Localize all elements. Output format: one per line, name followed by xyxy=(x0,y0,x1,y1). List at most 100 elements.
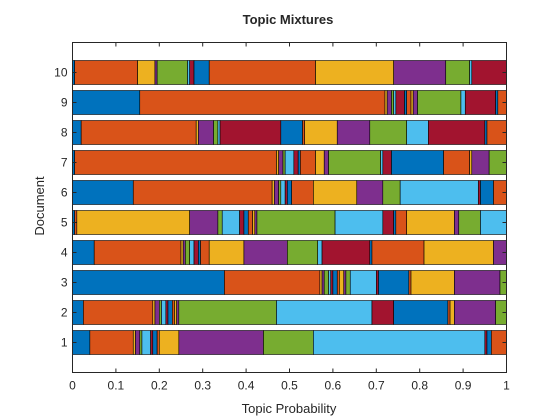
bar-segment-doc3-7 xyxy=(330,270,334,295)
bar-segment-doc4-7 xyxy=(193,240,199,265)
bar-segment-doc4-10 xyxy=(208,240,245,265)
bar-segment-doc6-2 xyxy=(132,180,273,205)
bar-segment-doc6-7 xyxy=(284,180,288,205)
bar-segment-doc2-4 xyxy=(154,300,160,325)
bar-segment-doc5-15 xyxy=(393,210,397,235)
bar-segment-doc10-12 xyxy=(445,60,470,85)
bar-segment-doc8-2 xyxy=(80,120,197,145)
y-tick-label: 3 xyxy=(61,276,68,290)
bar-segment-doc10-10 xyxy=(315,60,394,85)
bar-segment-doc5-11 xyxy=(254,210,258,235)
bar-segment-doc1-7 xyxy=(150,330,154,355)
bar-segment-doc2-15 xyxy=(393,300,449,325)
bar-segment-doc1-13 xyxy=(313,330,486,355)
bar-segment-doc5-6 xyxy=(221,210,240,235)
bar-segment-doc10-8 xyxy=(193,60,210,85)
bar-segment-doc10-9 xyxy=(208,60,316,85)
y-tick-label: 5 xyxy=(61,216,68,230)
bar-segment-doc6-8 xyxy=(287,180,292,205)
bar-segment-doc5-4 xyxy=(189,210,219,235)
bar-segment-doc8-11 xyxy=(336,120,371,145)
bar-segment-doc5-12 xyxy=(256,210,336,235)
y-axis-ticks: 1 2 3 4 5 6 7 8 9 10 xyxy=(54,66,507,350)
bar-segment-doc5-3 xyxy=(76,210,190,235)
bar-segment-doc2-12 xyxy=(178,300,277,325)
bar-segment-doc1-2 xyxy=(89,330,134,355)
bar-segment-doc4-14 xyxy=(321,240,371,265)
bar-segment-doc5-16 xyxy=(395,210,407,235)
bar-segment-doc8-15 xyxy=(484,120,488,145)
bar-segment-doc9-7 xyxy=(395,90,405,115)
bar-segment-doc2-11 xyxy=(176,300,180,325)
bar-segment-doc7-3 xyxy=(276,150,279,175)
bar-segment-doc10-5 xyxy=(156,60,188,85)
bar-segment-doc2-5 xyxy=(159,300,162,325)
bar-segment-doc6-3 xyxy=(271,180,275,205)
bar-segment-doc2-10 xyxy=(174,300,177,325)
bar-segment-doc7-11 xyxy=(323,150,329,175)
bar-segment-doc6-4 xyxy=(274,180,279,205)
x-axis-ticks: 0 0.1 0.2 0.3 0.4 0.5 0.6 0.7 0.8 0.9 1 xyxy=(69,42,510,393)
bar-segment-doc6-13 xyxy=(399,180,479,205)
y-tick-label: 10 xyxy=(54,66,68,80)
bar-segment-doc6-11 xyxy=(356,180,384,205)
bar-segment-doc9-12 xyxy=(417,90,462,115)
bar-segment-doc8-13 xyxy=(406,120,429,145)
bar-segment-doc8-4 xyxy=(198,120,214,145)
bar-segment-doc2-2 xyxy=(83,300,154,325)
bar-segment-doc3-12 xyxy=(345,270,351,295)
bar-segment-doc3-13 xyxy=(349,270,377,295)
bar-segment-doc5-20 xyxy=(480,210,507,235)
bar-segment-doc3-18 xyxy=(454,270,501,295)
x-tick-label: 0.7 xyxy=(368,379,385,393)
bar-segment-doc3-1 xyxy=(72,270,225,295)
bar-segment-doc6-1 xyxy=(72,180,134,205)
y-axis-label: Document xyxy=(32,176,47,236)
bar-segment-doc9-9 xyxy=(406,90,412,115)
bar-segment-doc9-2 xyxy=(139,90,386,115)
bar-segment-doc9-4 xyxy=(386,90,392,115)
bar-segment-doc8-6 xyxy=(217,120,221,145)
bar-segment-doc10-4 xyxy=(154,60,158,85)
bar-segment-doc2-14 xyxy=(371,300,394,325)
x-axis-label: Topic Probability xyxy=(242,401,337,416)
bar-segment-doc10-7 xyxy=(189,60,195,85)
y-tick-label: 6 xyxy=(61,186,68,200)
x-tick-label: 0.1 xyxy=(108,379,125,393)
bar-segment-doc10-11 xyxy=(393,60,447,85)
bar-segment-doc5-17 xyxy=(406,210,455,235)
bar-segment-doc5-5 xyxy=(217,210,223,235)
bar-segment-doc3-15 xyxy=(378,270,410,295)
bar-segment-doc1-11 xyxy=(178,330,264,355)
bar-segment-doc1-4 xyxy=(135,330,141,355)
bar-segment-doc10-3 xyxy=(137,60,156,85)
bar-segment-doc9-14 xyxy=(464,90,496,115)
bar-segment-doc8-7 xyxy=(219,120,282,145)
bar-segment-doc1-9 xyxy=(156,330,160,355)
bar-segment-doc4-11 xyxy=(243,240,288,265)
bar-segment-doc4-15 xyxy=(369,240,373,265)
bar-segment-doc1-3 xyxy=(132,330,136,355)
bar-segment-doc9-5 xyxy=(391,90,394,115)
bar-segment-doc7-10 xyxy=(315,150,325,175)
y-tick-label: 4 xyxy=(61,246,68,260)
bar-segment-doc9-15 xyxy=(495,90,499,115)
bar-segment-doc1-10 xyxy=(159,330,180,355)
bar-segment-doc5-8 xyxy=(243,210,249,235)
chart-title: Topic Mixtures xyxy=(243,12,334,27)
y-tick-label: 2 xyxy=(61,306,68,320)
x-tick-label: 0.3 xyxy=(194,379,211,393)
bar-segment-doc7-2 xyxy=(74,150,277,175)
x-tick-label: 0.4 xyxy=(238,379,255,393)
bar-segment-doc2-13 xyxy=(276,300,373,325)
bar-segment-doc1-12 xyxy=(263,330,314,355)
bar-segment-doc3-11 xyxy=(343,270,347,295)
bar-segment-doc5-14 xyxy=(382,210,394,235)
bar-segment-doc5-18 xyxy=(454,210,460,235)
bar-segment-doc8-9 xyxy=(302,120,305,145)
bar-segment-doc4-4 xyxy=(182,240,186,265)
bar-segment-doc8-10 xyxy=(304,120,338,145)
y-tick-label: 7 xyxy=(61,156,68,170)
bar-segment-doc7-15 xyxy=(391,150,444,175)
